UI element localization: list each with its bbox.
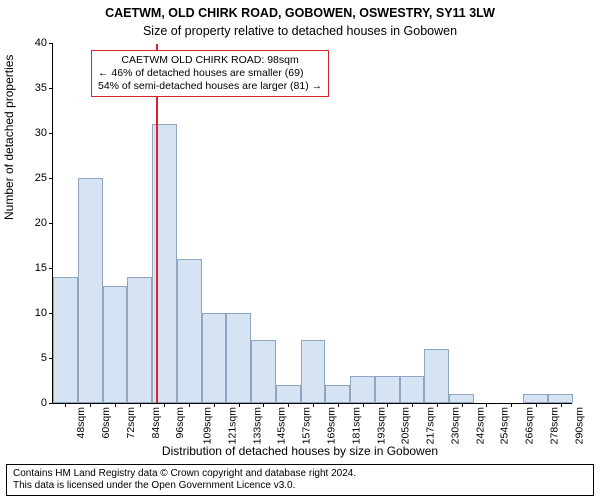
histogram-bar: [523, 394, 548, 403]
x-tick-mark: [214, 403, 215, 407]
y-tick-label: 35: [35, 82, 47, 94]
histogram-bar: [548, 394, 573, 403]
x-tick-label: 205sqm: [400, 407, 412, 444]
chart-title-line2: Size of property relative to detached ho…: [0, 24, 600, 38]
x-tick-label: 266sqm: [524, 407, 536, 444]
histogram-bar: [202, 313, 227, 403]
annotation-line3: 54% of semi-detached houses are larger (…: [98, 80, 322, 93]
x-tick-mark: [90, 403, 91, 407]
histogram-bar: [177, 259, 202, 403]
histogram-bar: [127, 277, 152, 403]
x-tick-mark: [338, 403, 339, 407]
x-tick-label: 48sqm: [75, 407, 87, 439]
y-tick-label: 15: [35, 262, 47, 274]
x-tick-label: 157sqm: [301, 407, 313, 444]
x-tick-label: 217sqm: [425, 407, 437, 444]
y-tick-mark: [49, 133, 53, 134]
x-tick-mark: [263, 403, 264, 407]
y-tick-label: 0: [41, 397, 47, 409]
histogram-bar: [103, 286, 128, 403]
attribution-footer: Contains HM Land Registry data © Crown c…: [6, 464, 594, 496]
x-tick-label: 254sqm: [499, 407, 511, 444]
x-tick-label: 290sqm: [573, 407, 585, 444]
x-tick-mark: [65, 403, 66, 407]
x-tick-label: 109sqm: [202, 407, 214, 444]
x-tick-label: 72sqm: [125, 407, 137, 439]
x-tick-label: 96sqm: [174, 407, 186, 439]
x-tick-label: 121sqm: [227, 407, 239, 444]
annotation-line1: CAETWM OLD CHIRK ROAD: 98sqm: [98, 54, 322, 67]
histogram-bar: [350, 376, 375, 403]
histogram-bar: [424, 349, 449, 403]
chart-title-line1: CAETWM, OLD CHIRK ROAD, GOBOWEN, OSWESTR…: [0, 6, 600, 20]
histogram-bar: [276, 385, 301, 403]
x-tick-mark: [536, 403, 537, 407]
x-tick-mark: [288, 403, 289, 407]
y-tick-mark: [49, 178, 53, 179]
y-tick-label: 30: [35, 127, 47, 139]
x-axis-label: Distribution of detached houses by size …: [0, 444, 600, 458]
x-tick-label: 169sqm: [326, 407, 338, 444]
x-tick-mark: [115, 403, 116, 407]
x-tick-mark: [437, 403, 438, 407]
x-tick-label: 60sqm: [100, 407, 112, 439]
histogram-bar: [226, 313, 251, 403]
x-tick-mark: [486, 403, 487, 407]
x-tick-mark: [462, 403, 463, 407]
y-tick-label: 5: [41, 352, 47, 364]
y-tick-mark: [49, 88, 53, 89]
y-tick-label: 20: [35, 217, 47, 229]
histogram-bar: [449, 394, 474, 403]
x-tick-mark: [239, 403, 240, 407]
histogram-bar: [301, 340, 326, 403]
property-marker-line: [156, 44, 158, 403]
x-tick-label: 181sqm: [350, 407, 362, 444]
y-tick-mark: [49, 223, 53, 224]
x-tick-label: 193sqm: [375, 407, 387, 444]
y-tick-label: 25: [35, 172, 47, 184]
x-tick-label: 145sqm: [276, 407, 288, 444]
x-tick-mark: [363, 403, 364, 407]
annotation-line2: ← 46% of detached houses are smaller (69…: [98, 67, 322, 80]
footer-line1: Contains HM Land Registry data © Crown c…: [13, 468, 587, 480]
x-tick-mark: [313, 403, 314, 407]
x-tick-mark: [412, 403, 413, 407]
x-tick-label: 242sqm: [474, 407, 486, 444]
x-tick-mark: [387, 403, 388, 407]
histogram-bar: [78, 178, 103, 403]
x-tick-label: 230sqm: [449, 407, 461, 444]
x-tick-label: 278sqm: [549, 407, 561, 444]
x-tick-mark: [561, 403, 562, 407]
y-tick-label: 10: [35, 307, 47, 319]
histogram-bar: [325, 385, 350, 403]
plot-inner: 051015202530354048sqm60sqm72sqm84sqm96sq…: [52, 44, 572, 404]
x-tick-mark: [189, 403, 190, 407]
histogram-bar: [400, 376, 425, 403]
x-tick-label: 84sqm: [149, 407, 161, 439]
chart-plot-area: 051015202530354048sqm60sqm72sqm84sqm96sq…: [52, 44, 572, 404]
histogram-bar: [375, 376, 400, 403]
histogram-bar: [251, 340, 276, 403]
annotation-box: CAETWM OLD CHIRK ROAD: 98sqm← 46% of det…: [91, 50, 329, 97]
y-tick-mark: [49, 43, 53, 44]
y-tick-label: 40: [35, 37, 47, 49]
x-tick-mark: [164, 403, 165, 407]
footer-line2: This data is licensed under the Open Gov…: [13, 480, 587, 492]
x-tick-mark: [511, 403, 512, 407]
y-tick-mark: [49, 268, 53, 269]
x-tick-label: 133sqm: [251, 407, 263, 444]
x-tick-mark: [140, 403, 141, 407]
y-axis-label: Number of detached properties: [2, 55, 16, 220]
histogram-bar: [53, 277, 78, 403]
